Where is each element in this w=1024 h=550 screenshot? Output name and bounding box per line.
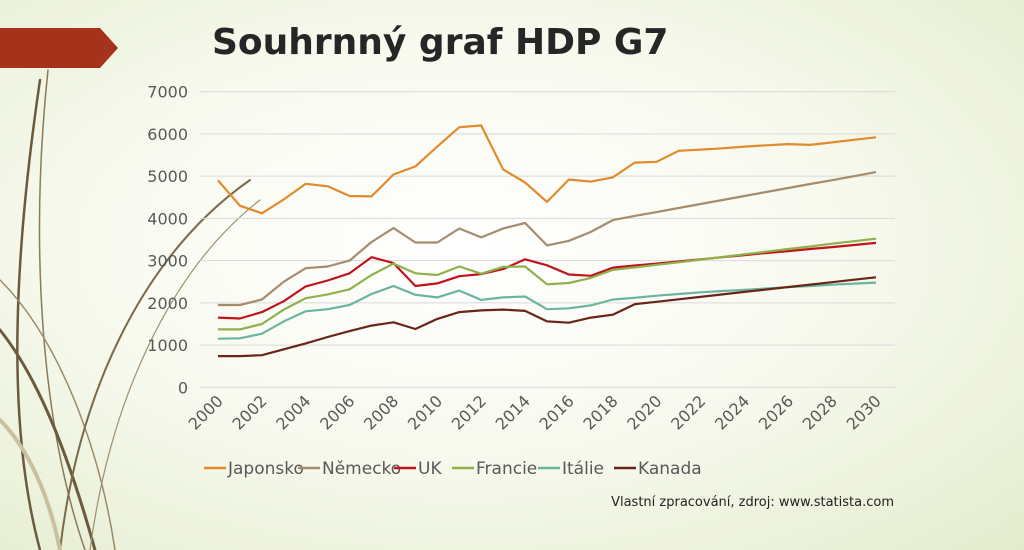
x-tick-label: 2018: [579, 391, 621, 433]
y-tick-label: 6000: [147, 125, 188, 144]
x-tick-label: 2000: [185, 391, 227, 433]
x-tick-label: 2026: [755, 391, 797, 433]
legend-label: Itálie: [562, 459, 604, 479]
x-tick-label: 2030: [843, 391, 885, 433]
legend-item: Německo: [298, 459, 401, 479]
series-line-uk: [217, 241, 877, 320]
series-line-německo: [218, 171, 877, 307]
x-tick-label: 2002: [228, 391, 270, 433]
deco-curve: [89, 199, 261, 550]
legend-label: Německo: [322, 459, 401, 479]
legend-item: Itálie: [538, 459, 604, 479]
x-tick-label: 2014: [492, 391, 534, 433]
legend-item: UK: [394, 459, 442, 479]
slide-title: Souhrnný graf HDP G7: [212, 22, 669, 63]
source-note: Vlastní zpracování, zdroj: www.statista.…: [611, 495, 894, 510]
x-tick-label: 2028: [799, 391, 841, 433]
legend-item: Francie: [452, 459, 537, 479]
legend-label: Kanada: [638, 459, 702, 479]
x-tick-label: 2008: [360, 391, 402, 433]
x-tick-label: 2022: [667, 391, 709, 433]
x-tick-label: 2010: [404, 391, 446, 433]
legend-item: Japonsko: [204, 459, 304, 479]
x-tick-label: 2016: [536, 391, 578, 433]
legend-label: UK: [418, 459, 442, 479]
legend-label: Japonsko: [227, 459, 304, 479]
x-tick-label: 2024: [711, 391, 753, 433]
y-tick-label: 1000: [147, 336, 188, 355]
series-line-itálie: [217, 281, 877, 340]
deco-curve: [0, 418, 62, 550]
series-line-kanada: [218, 276, 877, 358]
legend-label: Francie: [476, 459, 537, 479]
y-tick-label: 4000: [147, 209, 188, 228]
x-tick-label: 2020: [623, 391, 665, 433]
deco-curve: [16, 78, 42, 550]
deco-curve: [59, 179, 251, 550]
legend-item: Kanada: [614, 459, 702, 479]
x-tick-label: 2012: [448, 391, 490, 433]
y-tick-label: 3000: [147, 252, 188, 271]
y-tick-label: 0: [178, 378, 188, 397]
deco-curve: [0, 279, 116, 550]
x-tick-label: 2004: [272, 391, 314, 433]
x-tick-label: 2006: [316, 391, 358, 433]
y-tick-label: 7000: [147, 83, 188, 102]
title-banner-arrow: [0, 28, 118, 68]
series-line-japonsko: [217, 124, 877, 215]
y-tick-label: 2000: [147, 294, 188, 313]
series-line-francie: [218, 237, 877, 331]
deco-curve: [0, 328, 97, 550]
y-tick-label: 5000: [147, 167, 188, 186]
